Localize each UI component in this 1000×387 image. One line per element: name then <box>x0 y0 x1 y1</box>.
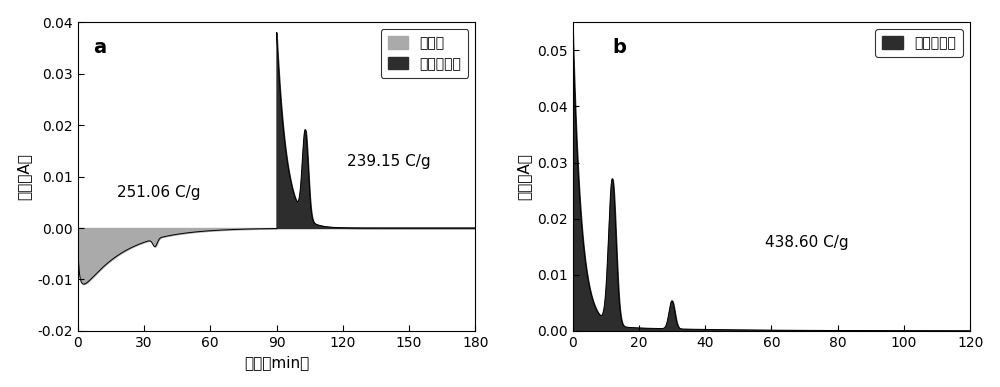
Text: 438.60 C/g: 438.60 C/g <box>765 235 848 250</box>
Legend: 单一外电场: 单一外电场 <box>875 29 963 57</box>
Text: a: a <box>94 38 107 57</box>
Text: b: b <box>612 38 626 57</box>
Text: 239.15 C/g: 239.15 C/g <box>347 154 431 169</box>
X-axis label: 时间（min）: 时间（min） <box>244 355 309 370</box>
Legend: 自驱动, 外电场驱动: 自驱动, 外电场驱动 <box>381 29 468 78</box>
Text: 251.06 C/g: 251.06 C/g <box>117 185 201 200</box>
Y-axis label: 电流（A）: 电流（A） <box>516 153 531 200</box>
Y-axis label: 电流（A）: 电流（A） <box>17 153 32 200</box>
